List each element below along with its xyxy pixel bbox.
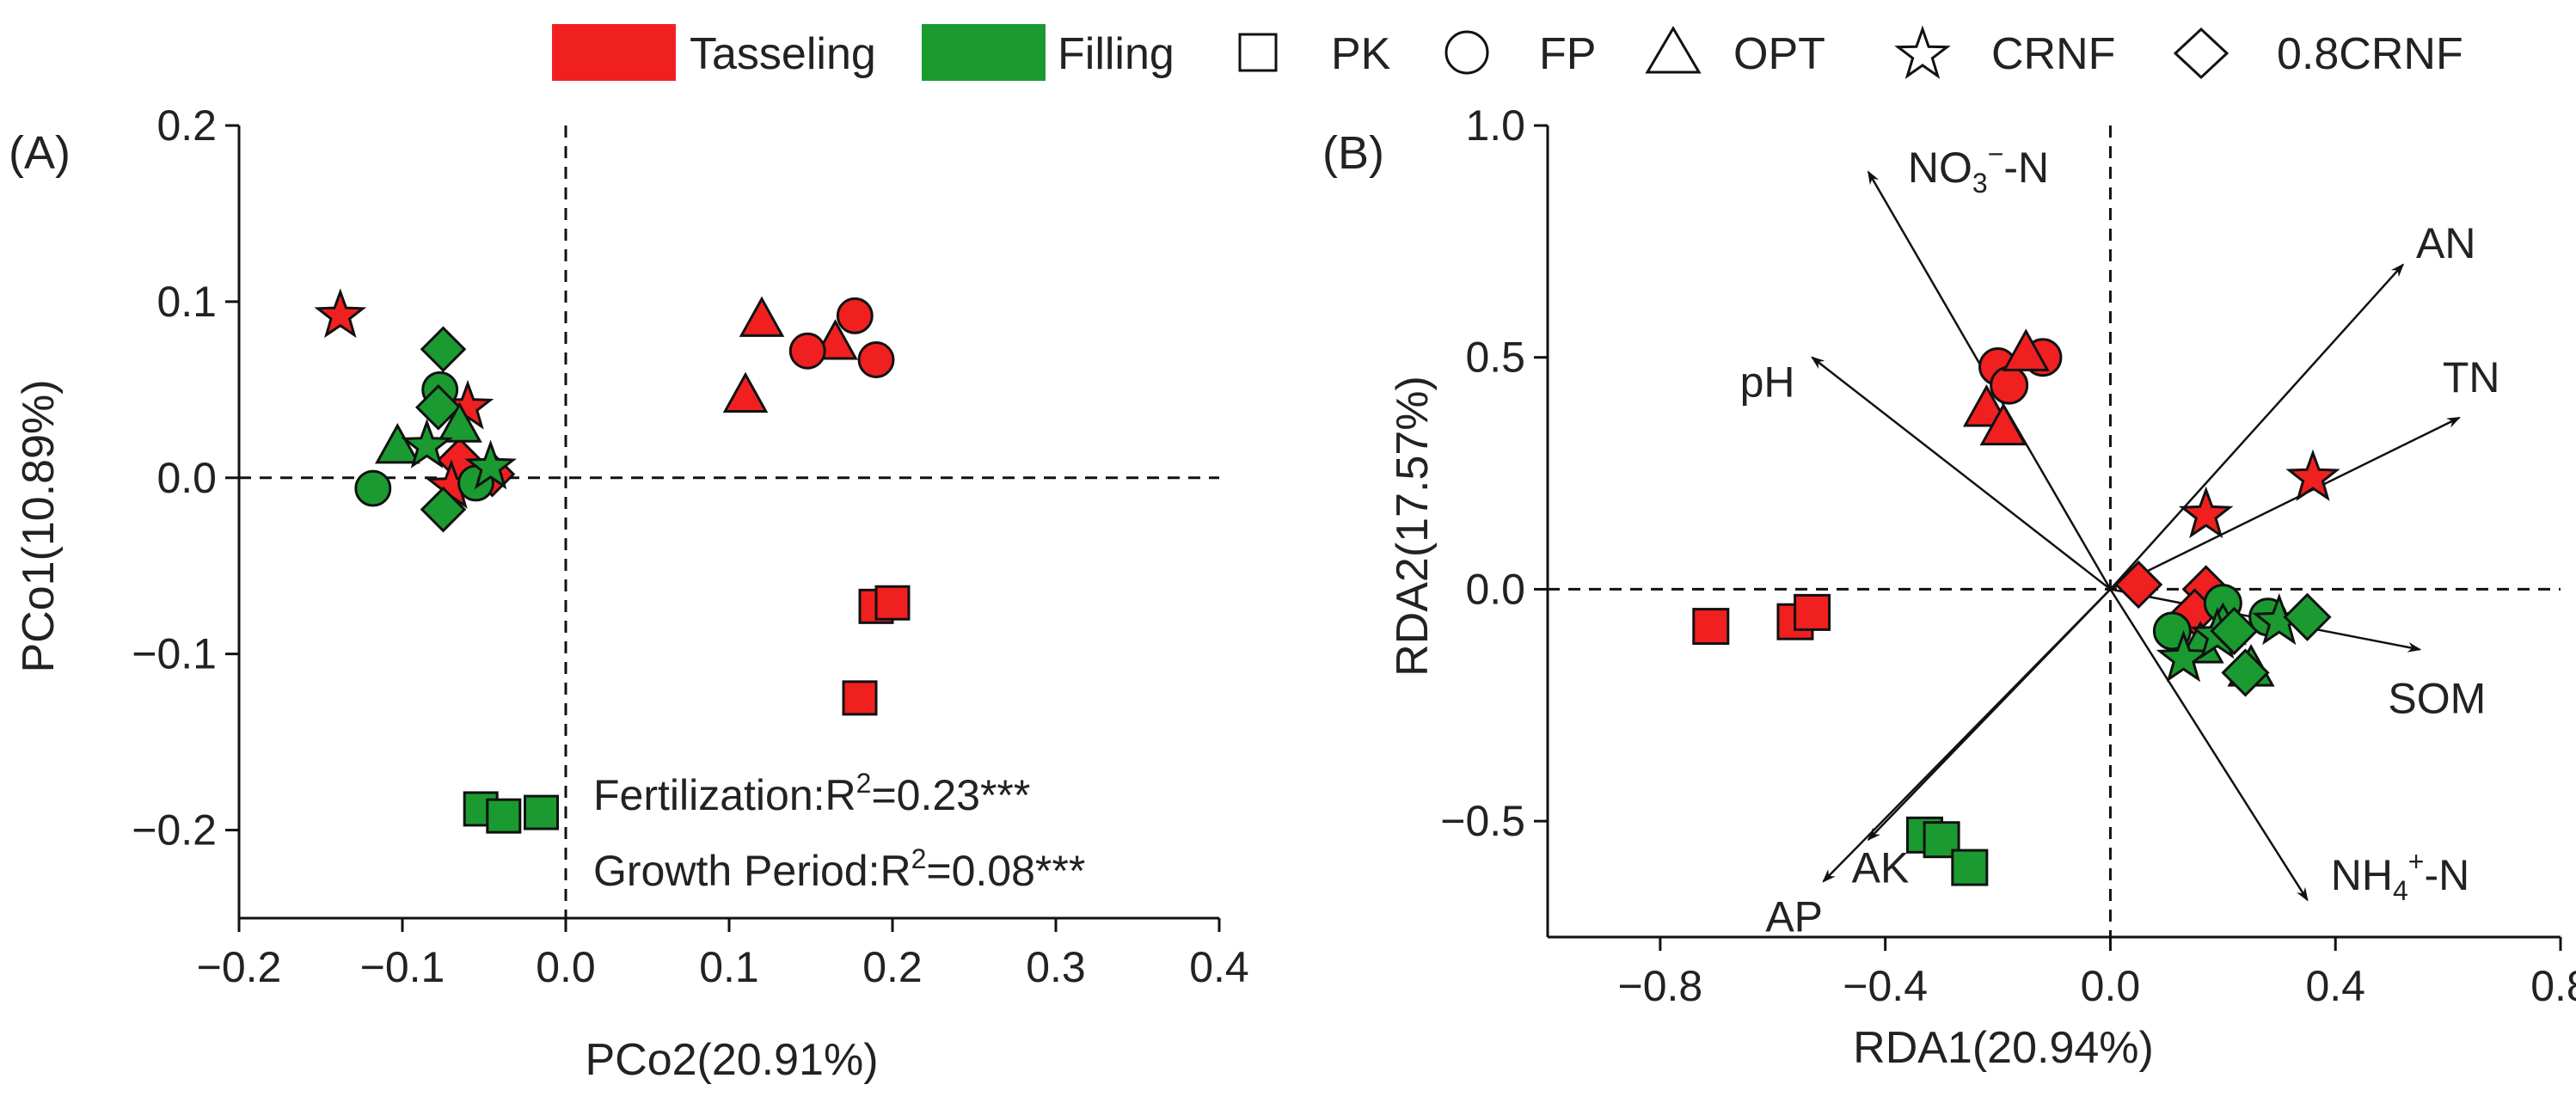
legend-circle-icon [1444,30,1489,75]
panel-b: (B) RDA2(17.57%) RDA1(20.94%) [1322,127,2154,1073]
vector-label: SOM [2388,675,2486,723]
data-point-square-filling [1951,849,1989,886]
x-tick-label: 0.1 [699,943,759,991]
panel-a-xlabel: PCo2(20.91%) [585,1035,878,1085]
vector-label: AP [1765,892,1823,941]
y-tick-label: 0.1 [156,278,217,326]
y-tick-label: −0.1 [132,630,217,678]
data-point-triangle-tasseling [739,296,785,337]
y-tick-label: −0.2 [132,806,217,855]
legend-label-crnf: CRNF [1991,29,2115,79]
panel-b-label: (B) [1322,127,1384,179]
data-point-triangle-tasseling [2002,328,2050,371]
panel-b-xlabel: RDA1(20.94%) [1853,1023,2154,1073]
data-point-diamond-tasseling [2114,560,2163,610]
plot-area-b: −0.8 −0.4 0.0 0.4 0.8 −0.5 0.0 0.5 1.0 NO3−-N AN TN… [1440,101,2576,1010]
data-point-circle-tasseling [1990,365,2029,405]
data-point-circle-filling [354,469,392,507]
legend-label-opt: OPT [1733,29,1825,79]
y-tick-label: −0.5 [1440,797,1525,845]
data-point-diamond-filling [414,384,462,431]
x-tick-label: 0.4 [1189,943,1249,991]
legend-swatch-tasseling [552,24,676,81]
data-point-star-tasseling [314,288,367,339]
y-tick-label: 0.0 [1465,565,1525,613]
data-point-circle-tasseling [788,332,826,370]
x-tick-label: 0.0 [2081,962,2141,1010]
data-point-triangle-tasseling [1979,402,2027,446]
data-point-circle-tasseling [836,297,874,334]
y-tick-label: 1.0 [1465,101,1525,150]
data-point-triangle-filling [375,423,420,464]
vector-label: NO3−-N [1908,138,2049,199]
panel-a-label: (A) [9,127,71,179]
vector-arrow-nh [2109,588,2309,902]
legend-diamond-icon [2173,27,2229,80]
x-tick-label: −0.1 [360,943,445,991]
data-point-square-tasseling [874,585,911,621]
legend-label-pk: PK [1331,29,1391,79]
data-point-diamond-filling [2210,606,2259,656]
legend-star-icon [1894,25,1951,80]
legend-label-fp: FP [1539,29,1596,79]
legend-square-icon [1238,33,1278,72]
vector-arrow-ak [1867,588,2112,842]
y-tick-label: 0.0 [156,454,217,502]
vector-label: AN [2416,219,2475,267]
plot-layer: −0.2 −0.1 0.0 0.1 0.2 0.3 0.4 −0.2 −0.1 0.0 0.1 0.2… [132,101,2576,1010]
data-point-square-tasseling [1794,593,1831,631]
x-tick-label: 0.4 [2305,962,2365,1010]
legend-label-tasseling: Tasseling [690,29,876,79]
data-point-diamond-filling [2221,648,2270,697]
data-point-triangle-filling [437,401,482,443]
legend-label-0-8crnf: 0.8CRNF [2277,29,2463,79]
x-tick-label: −0.4 [1843,962,1928,1010]
data-point-star-tasseling [2178,486,2234,539]
data-point-star-filling [2156,629,2211,683]
data-point-diamond-filling [2283,592,2332,641]
data-point-square-filling [486,798,522,834]
data-point-diamond-filling [420,326,467,373]
x-tick-label: 0.8 [2530,962,2576,1010]
panel-a-annotation-fertilization: Fertilization:R2=0.23*** [593,768,1030,819]
y-tick-label: 0.2 [156,101,217,150]
data-point-square-tasseling [1692,608,1730,646]
x-tick-label: 0.3 [1026,943,1086,991]
legend-star-shape [1894,25,1951,80]
panel-a: (A) PCo1(10.89%) PCo2(20.91%) Fertilizat… [9,127,1085,1085]
y-tick-label: 0.5 [1465,334,1525,382]
data-point-star-filling [464,439,517,490]
data-point-square-filling [524,794,559,830]
data-point-star-tasseling [2285,449,2340,501]
legend-swatch-filling [922,24,1046,81]
vector-arrow-ph [1811,356,2112,591]
vector-arrow-tn [2109,416,2461,591]
x-tick-label: 0.0 [536,943,596,991]
x-tick-label: 0.2 [862,943,923,991]
data-point-square-tasseling [842,680,878,716]
panel-a-ylabel: PCo1(10.89%) [14,379,64,672]
x-tick-label: −0.8 [1618,962,1703,1010]
legend: Tasseling Filling PK FP OPT CRNF 0.8CRNF [552,24,2463,81]
data-point-diamond-filling [420,486,467,533]
data-point-star-filling [401,418,453,469]
vector-label: NH4+-N [2331,846,2469,906]
legend-label-filling: Filling [1058,29,1175,79]
vector-label: pH [1740,358,1795,407]
data-point-circle-tasseling [857,341,895,378]
x-tick-label: −0.2 [197,943,282,991]
vector-label: TN [2443,353,2500,401]
legend-triangle-icon [1645,26,1702,74]
vector-label: AK [1852,844,1910,892]
panel-a-annotation-growth: Growth Period:R2=0.08*** [593,843,1085,895]
panel-b-ylabel: RDA2(17.57%) [1388,376,1438,677]
data-point-triangle-tasseling [722,371,769,413]
plot-area-a: −0.2 −0.1 0.0 0.1 0.2 0.3 0.4 −0.2 −0.1 0.0 0.1 0.2 [132,101,1248,991]
vector-arrow-an [2109,263,2405,591]
